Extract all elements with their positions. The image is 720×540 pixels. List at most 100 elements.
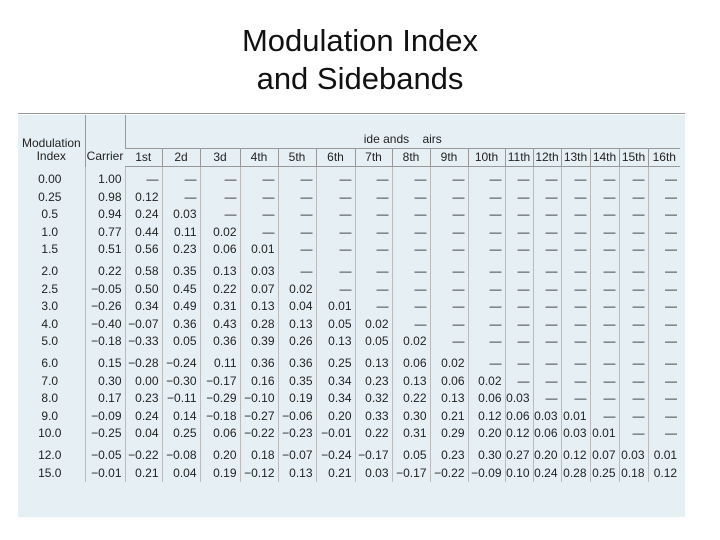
value-cell: —: [618, 372, 648, 391]
value-cell: 0.22: [391, 390, 430, 408]
value-cell: −0.05: [84, 280, 125, 299]
value-cell: —: [354, 188, 392, 207]
value-cell: 0.31: [199, 298, 240, 316]
value-cell: 0.12: [504, 425, 533, 443]
value-cell: 0.06: [391, 350, 430, 373]
value-cell: —: [354, 206, 392, 224]
value-cell: 0.23: [429, 442, 468, 465]
value-cell: 0.18: [618, 464, 648, 483]
value-cell: —: [504, 280, 533, 299]
value-cell: 0.05: [354, 333, 392, 351]
value-cell: —: [532, 372, 561, 391]
value-cell: −0.06: [277, 407, 316, 426]
value-cell: 0.02: [277, 280, 316, 299]
value-cell: —: [391, 166, 430, 189]
value-cell: —: [429, 333, 468, 351]
value-cell: —: [504, 258, 533, 281]
group-header: ide ands airs: [124, 115, 681, 149]
table-row: 15.0 −0.01 0.21 0.04 0.19 −0.12 0.13 0.21 0.03 −0…: [18, 464, 681, 483]
value-cell: 0.24: [124, 206, 162, 224]
value-cell: —: [560, 280, 590, 299]
table-row: 3.0 −0.26 0.34 0.49 0.31 0.13 0.04 0.01— — — — — — — —…: [18, 298, 681, 316]
column-header: 7th: [354, 148, 392, 167]
value-cell: 0.03: [532, 407, 561, 426]
value-cell: 0.13: [391, 372, 430, 391]
value-cell: 0.18: [239, 442, 278, 465]
column-header: 9th: [429, 148, 468, 167]
value-cell: 0.20: [315, 407, 355, 426]
value-cell: −0.18: [199, 407, 240, 426]
value-cell: 0.98: [84, 188, 125, 207]
value-cell: 0.01: [647, 442, 681, 465]
value-cell: —: [647, 372, 681, 391]
value-cell: —: [467, 241, 505, 259]
value-cell: —: [504, 206, 533, 224]
value-cell: 0.30: [467, 442, 505, 465]
value-cell: —: [467, 315, 505, 334]
value-cell: —: [315, 206, 355, 224]
index-cell: 5.0: [41, 334, 59, 349]
value-cell: 0.12: [560, 442, 590, 465]
value-cell: —: [315, 241, 355, 259]
value-cell: 0.02: [467, 372, 505, 391]
value-cell: —: [504, 298, 533, 316]
table-row: 2.5 −0.05 0.50 0.45 0.22 0.07 0.02— — — — — — — — — — —: [18, 280, 681, 299]
value-cell: −0.26: [84, 298, 125, 316]
value-cell: 1.00: [84, 166, 125, 189]
slide-title: Modulation Index and Sidebands: [0, 22, 720, 98]
index-cell: 3.0: [41, 299, 59, 314]
value-cell: −0.11: [161, 390, 200, 408]
value-cell: 0.17: [84, 390, 125, 408]
value-cell: −0.08: [161, 442, 200, 465]
value-cell: —: [354, 280, 392, 299]
value-cell: 0.13: [315, 333, 355, 351]
value-cell: 0.03: [161, 206, 200, 224]
value-cell: —: [618, 241, 648, 259]
value-cell: —: [618, 425, 648, 443]
value-cell: —: [647, 258, 681, 281]
value-cell: —: [618, 407, 648, 426]
value-cell: 0.31: [391, 425, 430, 443]
value-cell: —: [532, 315, 561, 334]
value-cell: —: [647, 298, 681, 316]
value-cell: —: [647, 166, 681, 189]
value-cell: —: [618, 280, 648, 299]
value-cell: 0.14: [161, 407, 200, 426]
value-cell: —: [504, 333, 533, 351]
value-cell: —: [647, 223, 681, 242]
value-cell: —: [429, 241, 468, 259]
value-cell: −0.18: [84, 333, 125, 351]
value-cell: −0.23: [277, 425, 316, 443]
value-cell: —: [239, 188, 278, 207]
value-cell: —: [560, 333, 590, 351]
value-cell: —: [647, 241, 681, 259]
value-cell: −0.33: [124, 333, 162, 351]
value-cell: 0.01: [239, 241, 278, 259]
value-cell: —: [467, 298, 505, 316]
value-cell: 0.44: [124, 223, 162, 242]
title-line: and Sidebands: [256, 61, 464, 96]
value-cell: —: [504, 315, 533, 334]
index-cell: 12.0: [38, 447, 62, 462]
value-cell: —: [647, 280, 681, 299]
table-row: 8.0 0.17 0.23 −0.11 −0.29 −0.10 0.19 0.34 0.32 0.…: [18, 390, 681, 408]
value-cell: 0.58: [124, 258, 162, 281]
value-cell: —: [504, 372, 533, 391]
value-cell: —: [532, 188, 561, 207]
table-panel: Modulation Index Carrier ide ands airs 1…: [18, 115, 685, 517]
value-cell: 0.28: [239, 315, 278, 334]
value-cell: −0.07: [277, 442, 316, 465]
value-cell: —: [315, 166, 355, 189]
value-cell: 0.04: [277, 298, 316, 316]
value-cell: —: [354, 298, 392, 316]
value-cell: —: [647, 315, 681, 334]
value-cell: —: [391, 188, 430, 207]
column-header: 11th: [504, 148, 533, 167]
value-cell: —: [589, 333, 619, 351]
index-cell: 0.25: [38, 189, 62, 204]
value-cell: 0.03: [504, 390, 533, 408]
value-cell: —: [618, 258, 648, 281]
value-cell: —: [467, 350, 505, 373]
value-cell: —: [647, 333, 681, 351]
value-cell: —: [589, 166, 619, 189]
